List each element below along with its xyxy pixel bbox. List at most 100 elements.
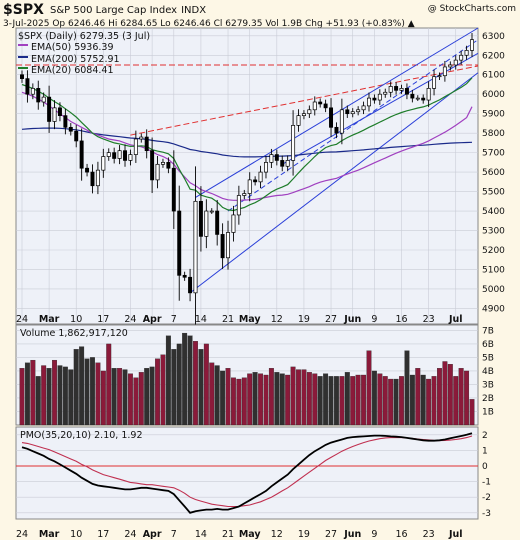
price-tick-label: 6200 [482, 51, 505, 61]
pmo-title: PMO(35,20,10) 2.10, 1.92 [20, 430, 142, 441]
candle-body [47, 96, 52, 122]
volume-bar [171, 349, 177, 426]
candle-body [144, 136, 149, 152]
candle-body [101, 156, 106, 171]
resistance-line-rising [130, 65, 479, 136]
candle-body [52, 107, 57, 122]
candle-body [166, 162, 171, 169]
volume-bar [138, 372, 144, 426]
volume-bar [268, 368, 274, 426]
price-tick-label: 5500 [482, 188, 505, 198]
volume-bar [176, 343, 182, 426]
candle-body [470, 39, 474, 51]
volume-bar [122, 369, 128, 426]
quote-line: 3-Jul-2025 Op 6246.46 Hi 6284.65 Lo 6246… [3, 19, 415, 29]
volume-bar [426, 378, 432, 426]
volume-bar [258, 373, 264, 426]
candle-body [285, 160, 290, 167]
price-tick-label: 5400 [482, 207, 505, 217]
volume-bar [334, 376, 339, 426]
candle-body [432, 76, 437, 89]
volume-bar [106, 343, 112, 426]
x-tick-label-bottom: Jul [448, 529, 463, 540]
candle-body [350, 111, 355, 115]
x-tick-label: 23 [423, 314, 435, 325]
candle-body [247, 179, 252, 194]
volume-bar [301, 369, 307, 426]
volume-bar [57, 365, 63, 426]
x-tick-label-bottom: 12 [271, 529, 283, 540]
volume-bar [225, 368, 231, 426]
volume-bar [415, 368, 421, 426]
x-tick-label-bottom: 24 [124, 529, 136, 540]
candle-body [312, 101, 317, 111]
volume-tick-label: 6B [482, 340, 494, 350]
x-tick-label: 9 [371, 314, 377, 325]
x-tick-label-bottom: 9 [371, 529, 377, 540]
volume-bar [214, 365, 220, 426]
candle-body [85, 167, 90, 173]
price-panel: 4900 5000 5100 5200 5300 5400 5500 5600 5700 5800… [15, 27, 505, 328]
candle-body [150, 150, 155, 181]
volume-bar [203, 343, 209, 426]
volume-bar [247, 373, 253, 426]
legend-ema200: EMA(200) 5752.91 [31, 54, 120, 65]
candle-body [334, 126, 339, 134]
candle-body [226, 232, 231, 259]
candle-body [442, 66, 447, 77]
x-tick-label: Mar [39, 314, 60, 325]
price-tick-label: 5800 [482, 129, 505, 139]
candle-body [383, 91, 388, 95]
candle-body [231, 214, 236, 233]
volume-bar [149, 366, 155, 426]
volume-bar [371, 370, 377, 426]
candle-body [339, 109, 344, 134]
volume-bar [79, 346, 85, 426]
x-tick-label-bottom: 21 [222, 529, 234, 540]
volume-bar [73, 349, 79, 426]
x-tick-label-bottom: 17 [97, 529, 109, 540]
volume-bar [377, 373, 383, 426]
legend-ema20: EMA(20) 6084.41 [31, 65, 114, 76]
volume-bar [111, 368, 117, 426]
volume-tick-label: 3B [482, 380, 494, 390]
x-tick-label-bottom: 24 [16, 529, 28, 540]
x-tick-label: 17 [97, 314, 109, 325]
legend-spx: $SPX (Daily) 6279.35 (3 Jul) [18, 31, 150, 42]
x-tick-label: 7 [171, 314, 177, 325]
candle-body [188, 276, 193, 294]
x-tick-label-bottom: Jun [343, 529, 361, 540]
candle-body [453, 59, 458, 66]
x-tick-label-bottom: Apr [143, 529, 162, 540]
x-tick-label: 24 [124, 314, 136, 325]
x-tick-label-bottom: 10 [70, 529, 82, 540]
candle-body [263, 162, 268, 173]
volume-bar [95, 362, 101, 426]
pmo-panel: -3 -2 -1 0 1 2 PMO(35,20,10) 2.10, 1.92 [15, 426, 491, 520]
price-tick-label: 5200 [482, 246, 505, 256]
volume-bar [90, 357, 95, 426]
pmo-tick-label: -1 [482, 478, 491, 488]
candle-body [36, 88, 41, 103]
price-tick-label: 5300 [482, 227, 505, 237]
candle-body [117, 150, 122, 159]
volume-bar [236, 378, 242, 426]
candle-body [421, 97, 426, 101]
price-tick-label: 5000 [482, 285, 505, 295]
pmo-tick-label: 1 [482, 446, 488, 456]
x-tick-label: 14 [195, 314, 207, 325]
candle-body [410, 93, 415, 99]
pmo-tick-label: -2 [482, 493, 491, 503]
volume-bar [431, 376, 437, 426]
candle-body [123, 150, 127, 161]
candle-body [128, 154, 133, 161]
volume-bar [24, 362, 30, 426]
candle-body [171, 167, 176, 212]
volume-bar [133, 377, 139, 426]
x-tick-label-bottom: 16 [395, 529, 407, 540]
volume-bar [328, 376, 334, 426]
candle-body [25, 78, 30, 95]
volume-bar [388, 378, 394, 426]
candle-body [361, 105, 366, 111]
candle-body [367, 97, 371, 107]
